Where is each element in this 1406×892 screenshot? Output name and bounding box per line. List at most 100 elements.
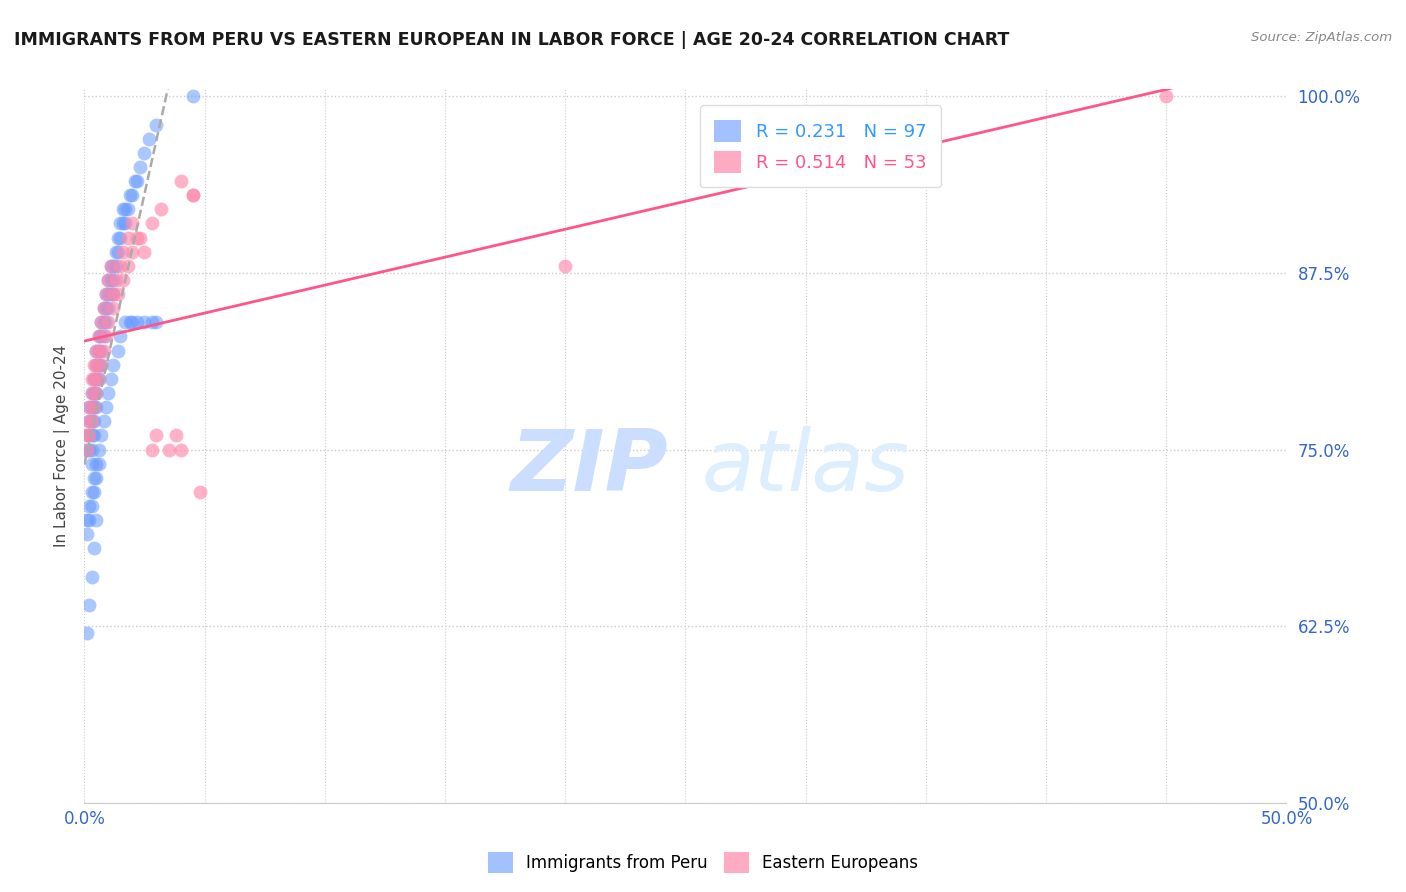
Point [157,442,180,457]
Point [86,343,108,358]
Point [100,259,122,273]
Point [104,244,127,259]
Point [83,372,105,386]
Point [77,499,100,513]
Point [100,287,122,301]
Point [87,372,110,386]
Point [80,372,103,386]
Point [93,343,115,358]
Point [114,216,136,230]
Text: Source: ZipAtlas.com: Source: ZipAtlas.com [1251,31,1392,45]
Point [86,343,108,358]
Point [77,598,100,612]
Point [77,428,100,442]
Point [107,343,129,358]
Point [87,358,110,372]
Point [111,202,134,217]
Point [77,414,100,428]
Point [100,273,122,287]
Point [80,414,103,428]
Point [118,188,141,202]
Point [165,428,187,442]
Point [76,428,98,442]
Point [104,259,127,273]
Point [114,202,136,217]
Point [80,499,103,513]
Point [90,343,112,358]
Point [117,259,139,273]
Point [107,244,129,259]
Point [83,386,105,401]
Point [83,400,105,414]
Point [127,315,149,329]
Point [110,230,132,244]
Point [87,329,110,343]
Point [86,372,108,386]
Point [188,484,211,499]
Point [83,400,105,414]
Point [86,471,108,485]
Point [86,400,108,414]
Point [90,358,112,372]
Point [103,273,125,287]
Point [80,386,103,401]
Text: ZIP: ZIP [510,425,668,509]
Point [80,428,103,442]
Point [145,315,167,329]
Point [97,273,120,287]
Point [134,244,156,259]
Point [110,329,132,343]
Point [90,315,112,329]
Point [77,428,100,442]
Point [110,259,132,273]
Point [83,414,105,428]
Point [134,145,156,160]
Point [117,202,139,217]
Y-axis label: In Labor Force | Age 20-24: In Labor Force | Age 20-24 [55,345,70,547]
Point [80,484,103,499]
Point [103,287,125,301]
Point [134,315,156,329]
Point [97,301,120,316]
Point [100,259,122,273]
Point [127,174,149,188]
Point [90,315,112,329]
Point [100,372,122,386]
Point [83,471,105,485]
Point [141,442,163,457]
Point [90,358,112,372]
Point [80,414,103,428]
Point [83,428,105,442]
Point [181,89,204,103]
Point [128,160,150,174]
Point [90,329,112,343]
Point [93,329,115,343]
Point [145,118,167,132]
Point [181,188,204,202]
Point [145,428,167,442]
Point [76,442,98,457]
Point [94,287,117,301]
Point [77,400,100,414]
Legend: Immigrants from Peru, Eastern Europeans: Immigrants from Peru, Eastern Europeans [481,846,925,880]
Point [121,315,143,329]
Point [103,358,125,372]
Point [104,273,127,287]
Point [94,287,117,301]
Point [93,414,115,428]
Point [103,259,125,273]
Point [83,358,105,372]
Point [111,216,134,230]
Point [169,174,191,188]
Text: IMMIGRANTS FROM PERU VS EASTERN EUROPEAN IN LABOR FORCE | AGE 20-24 CORRELATION : IMMIGRANTS FROM PERU VS EASTERN EUROPEAN… [14,31,1010,49]
Point [121,188,143,202]
Point [83,484,105,499]
Point [83,541,105,556]
Point [76,527,98,541]
Point [107,287,129,301]
Point [118,315,141,329]
Point [86,358,108,372]
Point [121,244,143,259]
Point [110,216,132,230]
Point [181,188,204,202]
